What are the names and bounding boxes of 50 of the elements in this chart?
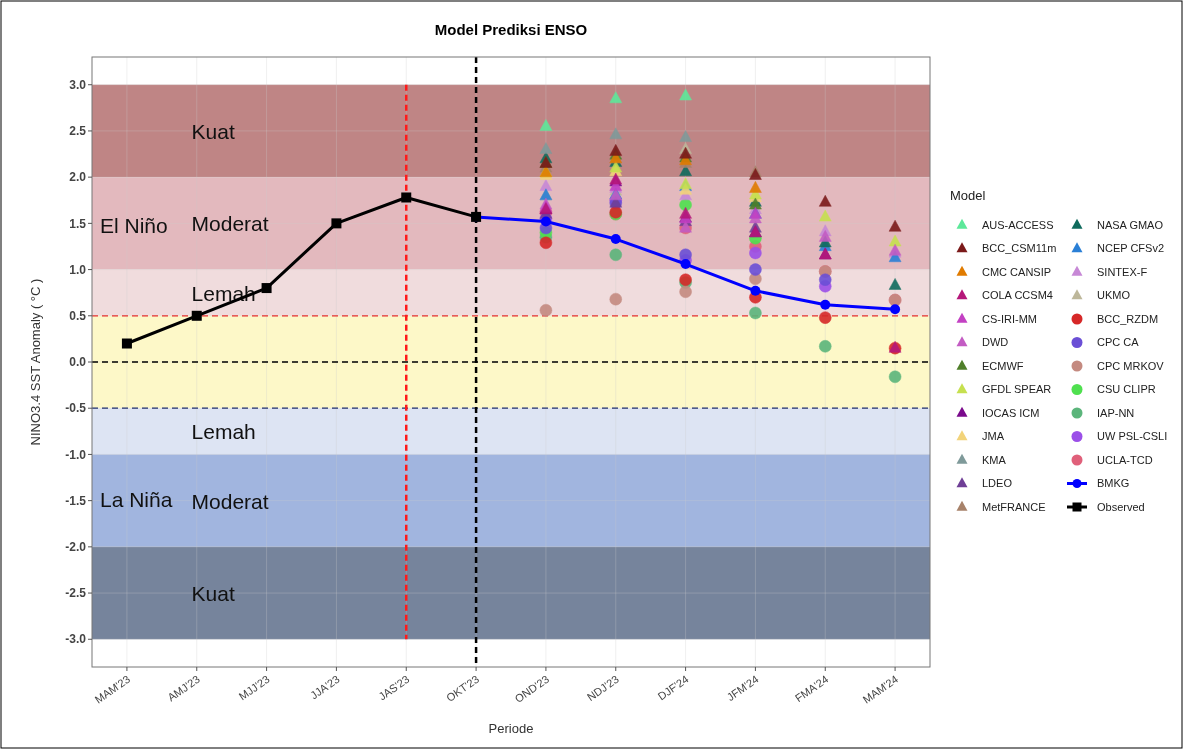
y-tick-label: 0.5 [69, 308, 87, 323]
y-tick-label: -2.5 [65, 586, 87, 601]
legend-label: ECMWF [982, 359, 1024, 372]
legend-label: BCC_CSM11m [982, 242, 1057, 255]
legend-label: LDEO [982, 477, 1013, 490]
band-label: Lemah [191, 420, 256, 444]
band-label: Kuat [191, 119, 235, 143]
legend-label: BCC_RZDM [1097, 312, 1159, 325]
legend-label: CSU CLIPR [1097, 383, 1156, 396]
y-tick-label: -1.5 [65, 493, 87, 508]
y-tick-label: -0.5 [65, 401, 87, 416]
y-tick-label: 3.0 [69, 77, 87, 92]
legend-label: JMA [982, 430, 1005, 443]
y-tick-label: 1.5 [69, 216, 87, 231]
band-label: Kuat [191, 582, 235, 606]
annotation: La Niña [100, 488, 173, 512]
y-tick-label: -3.0 [65, 632, 87, 647]
annotation: El Niño [100, 213, 168, 237]
y-tick-label: 2.0 [69, 170, 87, 185]
y-tick-label: 1.0 [69, 262, 87, 277]
legend-label: KMA [982, 453, 1007, 466]
legend-label: IOCAS ICM [982, 406, 1040, 419]
y-tick-label: 2.5 [69, 124, 87, 139]
legend-label: UCLA-TCD [1097, 453, 1153, 466]
legend-label: NASA GMAO [1097, 218, 1164, 231]
legend-label: CPC CA [1097, 336, 1140, 349]
legend-label: BMKG [1097, 477, 1130, 490]
legend-label: NCEP CFSv2 [1097, 242, 1165, 255]
band-label: Moderat [191, 489, 269, 513]
legend-label: IAP-NN [1097, 406, 1135, 419]
y-tick-label: -1.0 [65, 447, 87, 462]
legend-label: Observed [1097, 500, 1145, 513]
legend-label: CS-IRI-MM [982, 312, 1037, 325]
legend-label: AUS-ACCESS [982, 218, 1054, 231]
legend-label: MetFRANCE [982, 500, 1046, 513]
legend-label: CMC CANSIP [982, 265, 1052, 278]
y-axis-title: NINO3.4 SST Anomaly ( °C ) [28, 278, 43, 446]
legend-title: Model [950, 188, 986, 203]
x-axis-title: Periode [488, 721, 534, 736]
legend-label: CPC MRKOV [1097, 359, 1165, 372]
band-label: Moderat [191, 212, 269, 236]
legend-label: DWD [982, 336, 1009, 349]
y-tick-label: 0.0 [69, 355, 87, 370]
legend-label: UKMO [1097, 289, 1131, 302]
y-tick-label: -2.0 [65, 540, 87, 555]
legend-label: COLA CCSM4 [982, 289, 1053, 302]
legend-label: UW PSL-CSLI [1097, 430, 1168, 443]
legend-label: GFDL SPEAR [982, 383, 1052, 396]
chart-title: Model Prediksi ENSO [434, 21, 588, 38]
legend-label: SINTEX-F [1097, 265, 1148, 278]
